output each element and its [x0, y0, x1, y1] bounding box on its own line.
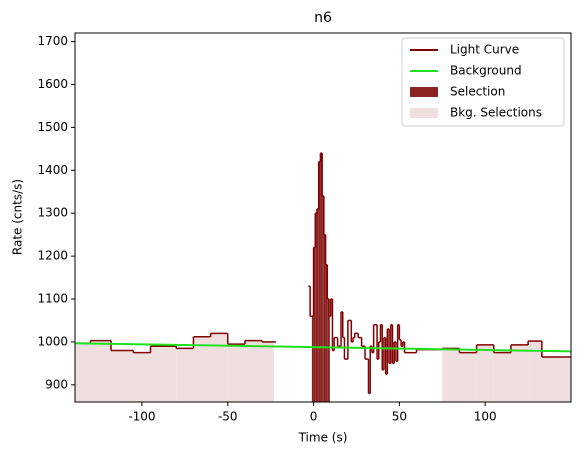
selection-fill [541, 356, 571, 402]
plot-area [75, 152, 571, 402]
selection-fill [227, 344, 245, 402]
selection-fill [325, 264, 328, 402]
y-tick-label: 1000 [37, 334, 68, 348]
selection-fill [459, 352, 477, 402]
selection-fill [90, 340, 112, 402]
selection-fill [320, 153, 323, 402]
selection-fill [244, 340, 263, 402]
chart-title: n6 [314, 10, 332, 26]
selection-fill [111, 350, 134, 402]
y-tick-label: 1300 [37, 206, 68, 220]
selection-fill [75, 343, 91, 402]
selection-fill [322, 196, 324, 402]
y-tick-label: 1200 [37, 249, 68, 263]
legend-label: Selection [450, 85, 505, 99]
y-tick-label: 900 [45, 377, 68, 391]
selection-fill [493, 352, 511, 402]
legend-swatch [410, 87, 438, 97]
selection-fill [315, 213, 317, 402]
selection-fill [318, 161, 321, 402]
selection-fill [210, 333, 228, 402]
selection-fill [323, 234, 326, 402]
legend-label: Light Curve [450, 43, 519, 57]
selection-fill [133, 352, 151, 402]
legend-swatch [410, 108, 438, 118]
legend-label: Background [450, 64, 522, 78]
y-tick-label: 1400 [37, 163, 68, 177]
x-tick-label: 0 [310, 410, 318, 424]
axes-frame [74, 32, 572, 403]
x-tick-label: 100 [474, 410, 497, 424]
y-tick-label: 1100 [37, 292, 68, 306]
x-tick-label: -100 [128, 410, 155, 424]
selection-fill [313, 247, 316, 402]
selection-fill [311, 316, 314, 402]
legend-box [401, 37, 565, 127]
x-tick-label: -50 [218, 410, 238, 424]
selection-fill [510, 344, 529, 402]
selection-fill [262, 341, 275, 402]
selection-fill [327, 299, 330, 402]
y-tick-label: 1600 [37, 77, 68, 91]
x-axis-label: Time (s) [298, 431, 348, 445]
selection-fill [528, 341, 542, 402]
legend-label: Bkg. Selections [450, 106, 542, 120]
selection-fill [193, 336, 211, 402]
selection-fill [442, 348, 460, 402]
selection-fill [316, 208, 319, 402]
selection-fill [150, 346, 177, 402]
selection-fill [329, 316, 330, 402]
x-tick-label: 50 [392, 410, 407, 424]
y-tick-label: 1700 [37, 34, 68, 48]
y-tick-label: 1500 [37, 120, 68, 134]
selection-fill [176, 348, 194, 402]
y-axis-label: Rate (cnts/s) [11, 179, 25, 255]
selection-fill [476, 344, 494, 402]
background-line [75, 342, 571, 353]
